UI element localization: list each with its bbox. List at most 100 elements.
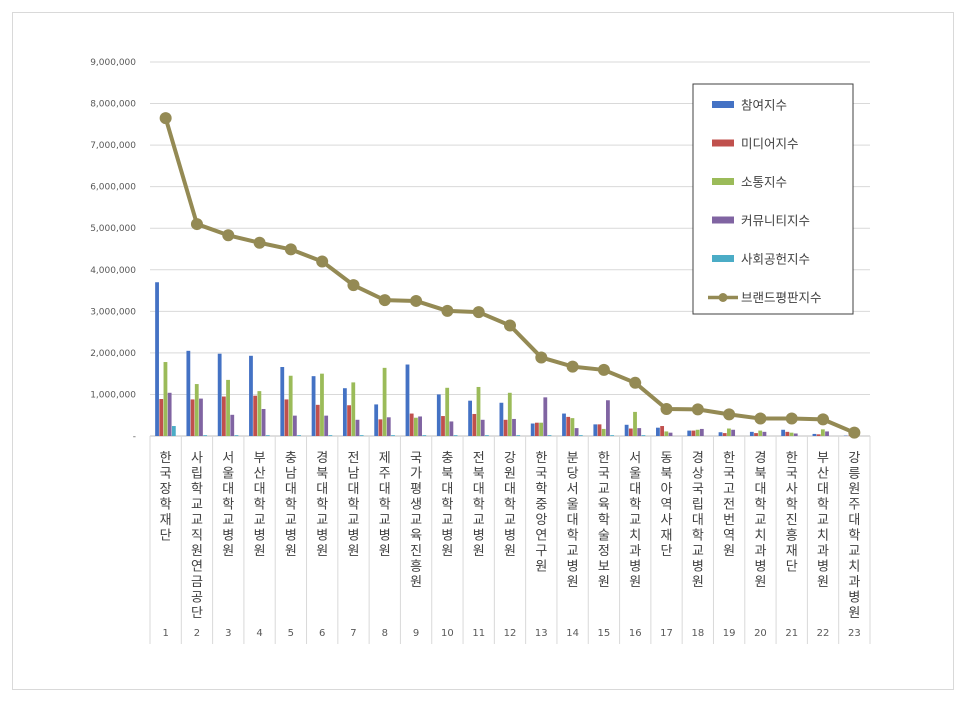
rank-label: 17: [660, 628, 673, 639]
line-point: [472, 306, 485, 319]
rank-label: 21: [785, 628, 798, 639]
legend-swatch: [712, 101, 734, 108]
bar-참여지수: [499, 402, 504, 436]
bar-소통지수: [695, 429, 700, 436]
rank-label: 7: [350, 628, 356, 639]
bar-사회공헌지수: [328, 435, 333, 436]
line-point: [535, 351, 548, 364]
bar-커뮤니티지수: [449, 421, 454, 436]
bar-사회공헌지수: [453, 435, 458, 436]
line-point: [504, 319, 516, 332]
legend-box: [692, 83, 854, 315]
line-point: [785, 412, 798, 425]
bar-참여지수: [217, 353, 222, 436]
legend-swatch-marker: [718, 293, 728, 302]
line-point: [222, 229, 235, 242]
rank-label: 5: [288, 628, 294, 639]
bar-참여지수: [186, 350, 191, 436]
rank-label: 13: [535, 628, 548, 639]
bar-소통지수: [226, 379, 230, 436]
bar-소통지수: [413, 417, 418, 436]
bar-사회공헌지수: [359, 435, 364, 436]
legend-label: 커뮤니티지수: [741, 213, 810, 228]
bar-사회공헌지수: [422, 435, 427, 436]
bar-커뮤니티지수: [668, 432, 673, 436]
y-tick-label: 4,000,000: [90, 266, 136, 276]
legend-swatch: [712, 139, 734, 147]
bar-사회공헌지수: [265, 435, 270, 436]
bar-커뮤니티지수: [167, 392, 172, 436]
bar-참여지수: [749, 431, 754, 436]
bar-소통지수: [163, 362, 168, 436]
bar-미디어지수: [816, 434, 821, 436]
legend-swatch: [712, 216, 734, 224]
bar-참여지수: [405, 364, 410, 436]
rank-label: 9: [413, 628, 419, 639]
legend-label: 소통지수: [741, 175, 787, 190]
line-point: [347, 279, 360, 292]
bar-미디어지수: [472, 413, 477, 436]
bar-커뮤니티지수: [418, 416, 422, 436]
bar-소통지수: [633, 411, 637, 436]
line-point: [253, 236, 266, 249]
y-tick-label: -: [133, 432, 136, 442]
bar-커뮤니티지수: [230, 414, 235, 436]
line-point: [159, 112, 172, 125]
rank-label: 6: [319, 628, 325, 639]
y-tick-label: 5,000,000: [90, 224, 136, 234]
rank-label: 2: [194, 628, 200, 639]
bar-소통지수: [351, 382, 356, 436]
line-point: [817, 413, 830, 426]
bar-소통지수: [789, 432, 794, 436]
line-point: [378, 294, 391, 307]
bar-커뮤니티지수: [292, 415, 297, 436]
bar-참여지수: [687, 430, 692, 436]
bar-사회공헌지수: [610, 435, 615, 436]
bar-커뮤니티지수: [261, 408, 266, 436]
legend-label: 브랜드평판지수: [741, 290, 822, 305]
bar-사회공헌지수: [234, 435, 239, 436]
bar-참여지수: [468, 400, 472, 436]
bar-미디어지수: [284, 399, 289, 436]
y-tick-label: 6,000,000: [90, 183, 136, 193]
y-tick-label: 2,000,000: [90, 349, 136, 359]
bar-참여지수: [530, 423, 535, 436]
bar-사회공헌지수: [578, 435, 583, 436]
bar-참여지수: [311, 376, 316, 436]
bar-미디어지수: [409, 413, 414, 436]
bar-미디어지수: [754, 433, 758, 436]
bar-커뮤니티지수: [324, 415, 329, 436]
y-axis-ticks: - 1,000,000 2,000,000 3,000,000 4,000,000 5,0…: [90, 58, 136, 442]
bar-사회공헌지수: [297, 435, 301, 436]
bar-커뮤니티지수: [731, 429, 736, 436]
bar-사회공헌지수: [391, 435, 395, 436]
rank-label: 12: [504, 628, 517, 639]
bar-참여지수: [812, 433, 817, 436]
bar-사회공헌지수: [484, 435, 489, 436]
legend-swatch: [712, 178, 734, 185]
bar-소통지수: [539, 422, 544, 436]
line-point: [754, 412, 767, 425]
bars: [155, 282, 857, 436]
bar-커뮤니티지수: [199, 398, 203, 436]
bar-미디어지수: [566, 416, 571, 436]
line-point: [629, 376, 642, 389]
bar-미디어지수: [347, 405, 351, 436]
bar-미디어지수: [315, 404, 320, 436]
bar-미디어지수: [441, 416, 445, 436]
bar-커뮤니티지수: [762, 431, 767, 436]
bar-미디어지수: [785, 431, 790, 436]
